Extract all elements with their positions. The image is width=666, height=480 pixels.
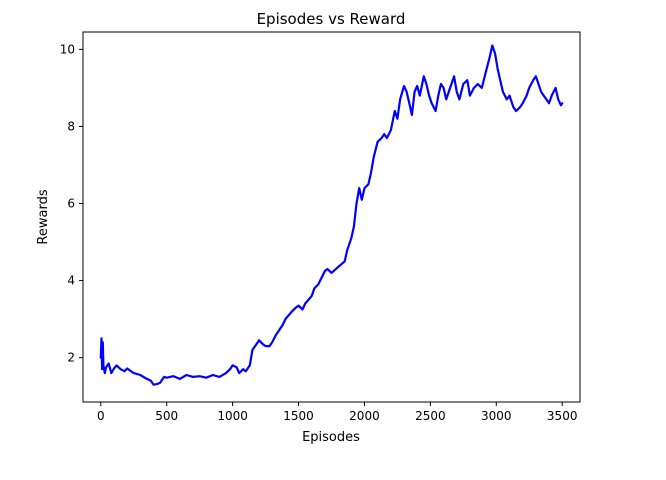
x-tick-label: 2000 — [349, 409, 380, 423]
x-tick-label: 3000 — [481, 409, 512, 423]
x-tick-label: 1000 — [217, 409, 248, 423]
series-line-0 — [99, 44, 564, 386]
x-axis-label: Episodes — [302, 430, 360, 445]
chart-title: Episodes vs Reward — [257, 10, 406, 28]
series-layer — [99, 44, 564, 386]
x-tick-label: 500 — [155, 409, 178, 423]
y-tick-label: 10 — [60, 42, 75, 56]
y-tick-label: 4 — [67, 274, 75, 288]
plot-frame — [82, 31, 581, 403]
y-axis: 2 4 6 8 10 — [60, 42, 83, 365]
y-tick-label: 2 — [67, 351, 75, 365]
x-tick-label: 3500 — [547, 409, 578, 423]
y-tick-label: 6 — [67, 197, 75, 211]
y-tick-label: 8 — [67, 119, 75, 133]
x-tick-label: 2500 — [415, 409, 446, 423]
y-axis-label: Rewards — [36, 189, 51, 244]
x-tick-label: 0 — [97, 409, 105, 423]
x-axis: 0 500 1000 1500 2000 2500 3000 3500 — [97, 402, 577, 423]
x-tick-label: 1500 — [283, 409, 314, 423]
